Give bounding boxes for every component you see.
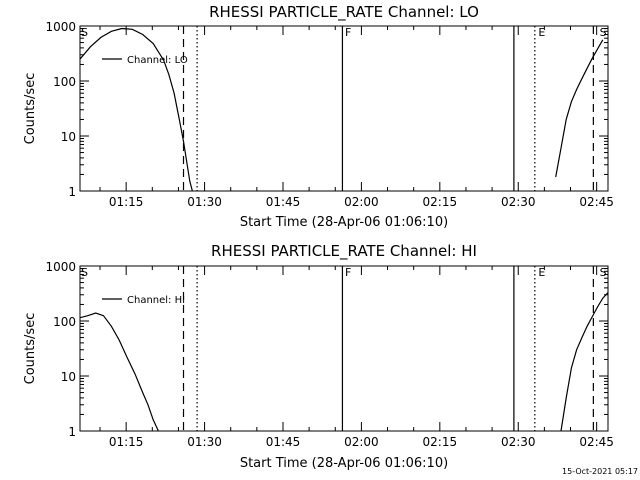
axes-frame [79,25,609,192]
x-tick-label: 01:45 [266,435,301,449]
y-ticks: 1 10 100 1000 [45,260,608,439]
y-tick-label: 1000 [45,260,76,274]
x-tick-label: 02:15 [423,435,458,449]
x-ticks: 01:15 01:30 01:45 02:00 02:15 02:30 02:45 [99,266,614,449]
event-marker: S [81,26,88,39]
y-axis-label: Counts/sec [23,313,38,385]
legend: Channel: HI [102,295,185,306]
series-line-segment [80,312,159,431]
series-line-segment [560,292,608,431]
y-tick-label: 1 [68,185,76,199]
y-tick-label: 1000 [45,20,76,34]
series-line-segment [80,27,193,191]
x-tick-label: 01:45 [266,195,301,209]
y-tick-label: 100 [53,315,76,329]
panel-hi: RHESSI PARTICLE_RATE Channel: HIS F E S01:1… [23,242,614,471]
y-axis-label: Counts/sec [23,73,38,145]
x-tick-label: 01:15 [109,435,144,449]
chart-title: RHESSI PARTICLE_RATE Channel: HI [211,242,477,261]
panel-lo: RHESSI PARTICLE_RATE Channel: LOS F E S01:1… [23,3,614,230]
event-lines [182,266,594,431]
x-tick-label: 01:30 [187,435,222,449]
series-group [80,27,604,191]
legend-label: Channel: HI [127,295,185,306]
x-tick-label: 02:45 [579,195,614,209]
x-tick-label: 02:15 [423,195,458,209]
footer-timestamp: 15-Oct-2021 05:17 [562,467,638,476]
event-marker: F [345,26,351,39]
x-tick-label: 02:30 [501,435,536,449]
event-marker: E [538,26,545,39]
x-ticks: 01:15 01:30 01:45 02:00 02:15 02:30 02:45 [99,26,614,209]
x-tick-label: 01:15 [109,195,144,209]
y-tick-label: 10 [61,370,76,384]
y-tick-label: 1 [68,425,76,439]
y-tick-label: 100 [53,75,76,89]
y-ticks: 1 10 100 1000 [45,20,608,199]
legend: Channel: LO [102,55,188,66]
event-marker: F [345,266,351,279]
x-axis-label: Start Time (28-Apr-06 01:06:10) [240,215,448,230]
series-group [80,292,608,431]
event-marker: S [81,266,88,279]
event-marker: S [600,266,607,279]
event-marker: E [538,266,545,279]
axes-frame [79,265,609,432]
chart-title: RHESSI PARTICLE_RATE Channel: LO [209,3,479,22]
legend-label: Channel: LO [127,55,188,66]
event-lines [182,26,594,191]
x-tick-label: 02:45 [579,435,614,449]
x-tick-label: 01:30 [187,195,222,209]
x-tick-label: 02:00 [344,195,379,209]
event-marker: S [600,26,607,39]
x-tick-label: 02:30 [501,195,536,209]
x-tick-label: 02:00 [344,435,379,449]
x-axis-label: Start Time (28-Apr-06 01:06:10) [240,456,448,471]
series-line-segment [555,39,604,178]
y-tick-label: 10 [61,130,76,144]
